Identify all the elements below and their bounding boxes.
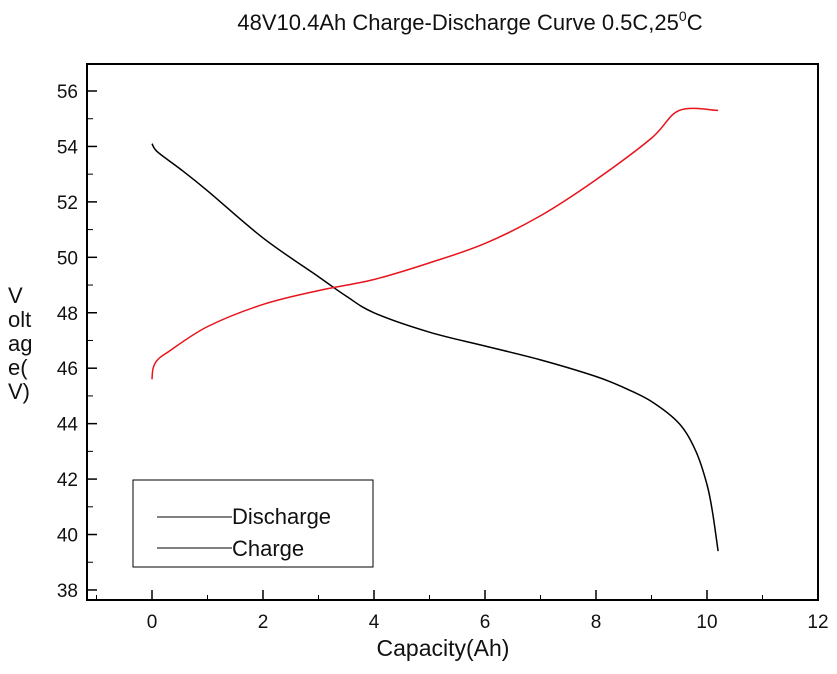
y-tick-label: 54 — [57, 137, 79, 158]
y-tick-label: 48 — [57, 304, 78, 325]
y-axis-label-line: V) — [8, 379, 30, 404]
series-line-discharge — [151, 143, 719, 552]
y-tick-label: 38 — [57, 581, 78, 602]
y-tick-label: 42 — [57, 470, 78, 491]
y-axis-label-line: e( — [8, 355, 28, 380]
y-tick-label: 52 — [57, 193, 78, 214]
x-tick-label: 8 — [591, 612, 602, 633]
y-tick-label: 44 — [57, 415, 79, 436]
x-tick-label: 2 — [258, 612, 269, 633]
legend-label-charge: Charge — [232, 536, 304, 561]
y-tick-label: 46 — [57, 359, 78, 380]
series-line-charge — [151, 107, 719, 380]
y-tick-label: 50 — [57, 248, 78, 269]
x-tick-label: 6 — [480, 612, 491, 633]
plot-frame — [86, 63, 819, 601]
x-tick-label: 12 — [807, 612, 828, 633]
y-axis-label-line: ag — [8, 331, 33, 356]
x-axis-label: Capacity(Ah) — [377, 635, 510, 661]
x-tick-label: 10 — [696, 612, 717, 633]
y-tick-label: 40 — [57, 526, 78, 547]
x-tick-label: 4 — [369, 612, 380, 633]
chart-title: 48V10.4Ah Charge-Discharge Curve 0.5C,25… — [237, 8, 702, 35]
legend-label-discharge: Discharge — [232, 504, 331, 529]
y-axis-label-line: V — [8, 283, 23, 308]
y-axis-label-line: olt — [8, 307, 32, 332]
x-tick-label: 0 — [147, 612, 158, 633]
y-axis-label: V olt ag e( V) — [8, 284, 42, 404]
legend-box — [132, 479, 374, 568]
y-tick-label: 56 — [57, 82, 78, 103]
